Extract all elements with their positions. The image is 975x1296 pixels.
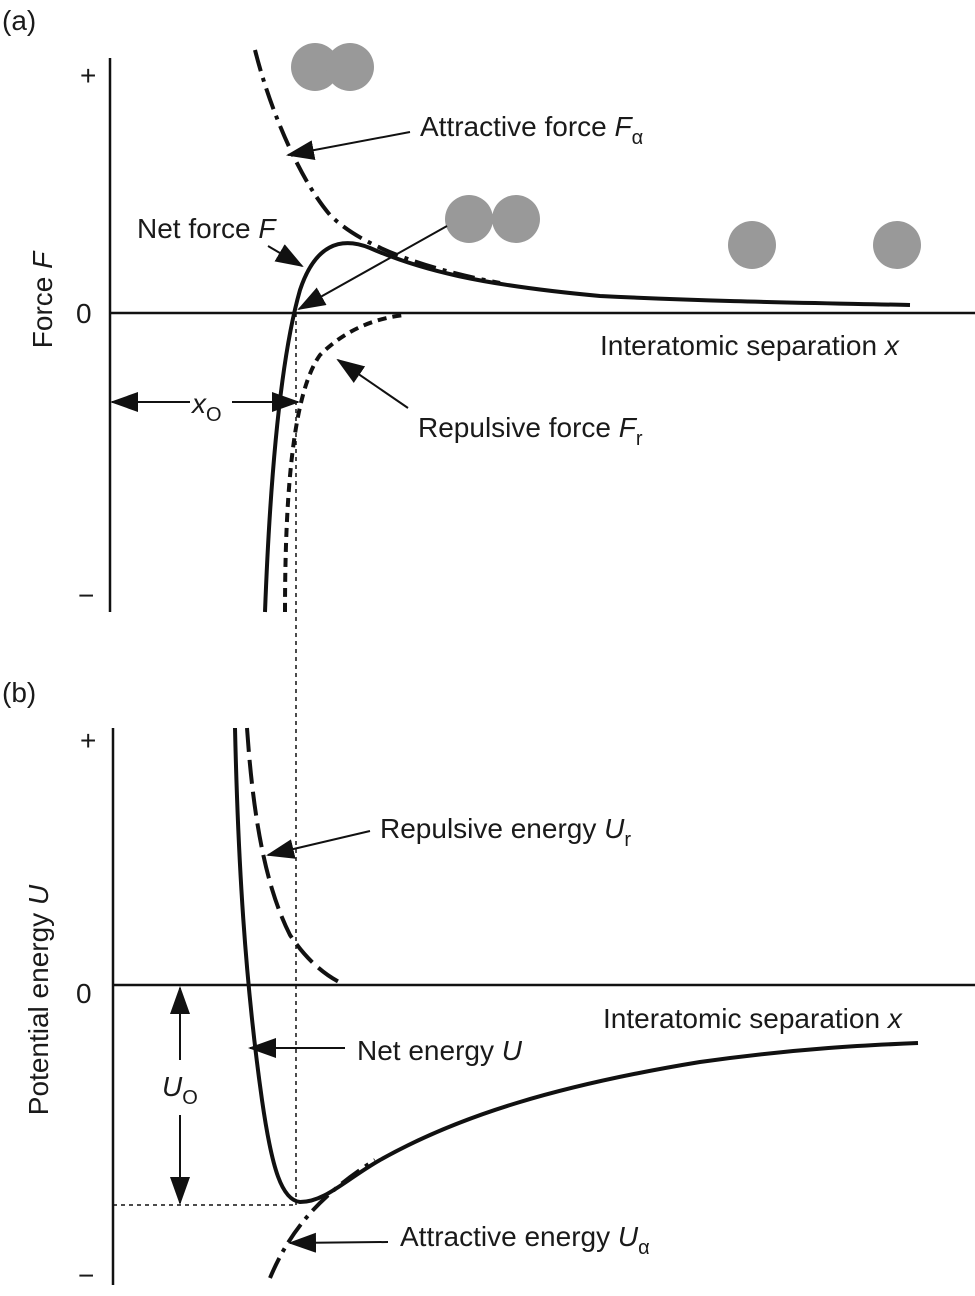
text-part: r	[636, 428, 643, 450]
arrow	[267, 244, 304, 268]
repulsive-force-label: Repulsive force Fr	[418, 412, 643, 450]
text-part: U	[618, 1221, 639, 1252]
text-part: α	[632, 127, 644, 149]
text-part: Net energy	[357, 1035, 502, 1066]
y-axis-title: Force F	[27, 250, 58, 348]
equilibrium-label: xO	[190, 388, 222, 426]
text-part: x	[883, 330, 900, 361]
panel-label: (b)	[2, 677, 36, 708]
arrow	[286, 131, 411, 161]
minus-label: −	[78, 1260, 94, 1291]
text-part: U	[502, 1035, 523, 1066]
attractive-force-label: Attractive force Fα	[420, 111, 643, 149]
text-part: Force	[27, 269, 58, 348]
text-part: Attractive force	[420, 111, 615, 142]
arrow	[266, 830, 371, 859]
attractive-energy-curve	[268, 1158, 377, 1279]
y-axis-title: Potential energy U	[23, 884, 54, 1115]
text-part: U	[23, 884, 54, 905]
atom	[291, 43, 339, 91]
text-part: F	[619, 412, 638, 443]
plus-label: +	[80, 725, 96, 756]
text-part: F	[258, 213, 277, 244]
text-part: Interatomic separation	[603, 1003, 888, 1034]
attractive-force-curve	[253, 49, 501, 285]
text-part: F	[27, 250, 58, 269]
text-part: Repulsive force	[418, 412, 619, 443]
arrow	[288, 1232, 389, 1253]
text-part: U	[604, 813, 625, 844]
well-depth-label: UO	[162, 1071, 198, 1109]
text-part: O	[182, 1087, 198, 1109]
atom	[445, 195, 493, 243]
attractive-energy-label: Attractive energy Uα	[400, 1221, 650, 1259]
panel-b: (b) + 0 − Potential energy U UO Repulsiv…	[2, 677, 975, 1291]
text-part: F	[615, 111, 634, 142]
x-axis-title: Interatomic separation x	[603, 1003, 903, 1034]
net-force-label: Net force F	[137, 213, 277, 244]
text-part: Repulsive energy	[380, 813, 604, 844]
text-part: x	[886, 1003, 903, 1034]
text-part: Interatomic separation	[600, 330, 885, 361]
minus-label: −	[78, 580, 94, 611]
panel-a: (a) + 0 − Force F Attractive force Fα Ne…	[2, 5, 975, 1205]
zero-label: 0	[76, 298, 92, 329]
text-part: U	[162, 1071, 183, 1102]
panel-label: (a)	[2, 5, 36, 36]
arrow	[297, 225, 448, 310]
text-part: Attractive energy	[400, 1221, 618, 1252]
repulsive-force-curve	[283, 313, 406, 613]
text-part: O	[206, 404, 222, 426]
net-energy-label: Net energy U	[357, 1035, 523, 1066]
plus-label: +	[80, 60, 96, 91]
text-part: x	[190, 388, 207, 419]
arrow	[336, 358, 409, 409]
atom	[873, 221, 921, 269]
text-part: r	[624, 829, 631, 851]
text-part: Net force	[137, 213, 258, 244]
x-axis-title: Interatomic separation x	[600, 330, 900, 361]
text-part: Potential energy	[23, 905, 54, 1115]
text-part: α	[638, 1237, 650, 1259]
atom	[728, 221, 776, 269]
atom	[326, 43, 374, 91]
repulsive-energy-curve	[245, 727, 346, 987]
repulsive-energy-label: Repulsive energy Ur	[380, 813, 631, 851]
net-energy-curve	[233, 727, 919, 1205]
zero-label: 0	[76, 978, 92, 1009]
atom	[492, 195, 540, 243]
